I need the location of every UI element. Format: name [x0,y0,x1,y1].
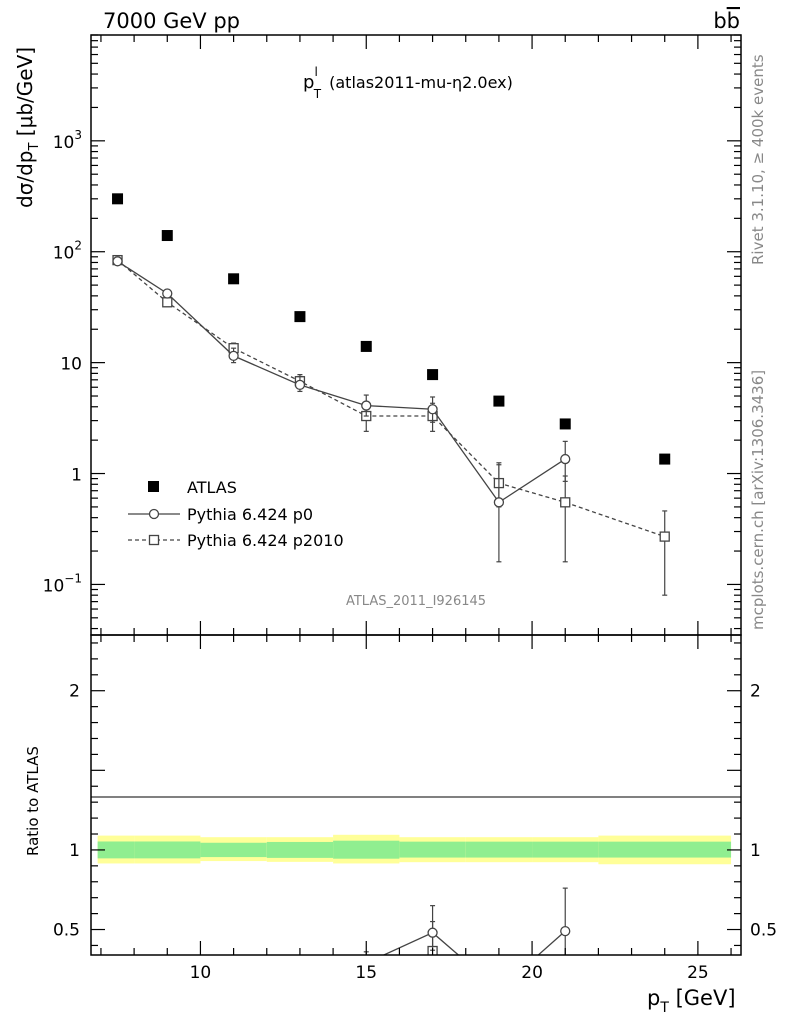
y-axis-label-ratio: Ratio to ATLAS [24,746,42,856]
x-axis-label: pT [GeV] [647,986,736,1016]
main-atlas-point-3 [294,311,306,323]
x-tick-label-15: 15 [355,963,377,983]
axis-tick-labels: 10 15 20 25 10−1 1 10 102 103 0.5 0.5 1 1 2 2 [43,128,777,983]
legend-marker-p0 [148,508,160,520]
y-tick-label-ratio-right-0.5: 0.5 [750,921,777,941]
ratio-panel-series [363,887,571,995]
band-inner-1 [134,841,201,859]
main-pythia-6-424-p0-point-4 [361,400,372,411]
main-atlas-point-4 [360,340,372,352]
main-panel-series [112,193,671,596]
main-atlas-point-2 [228,273,240,285]
main-pythia-6-424-p2010-point-7 [560,497,571,508]
main-atlas-point-6 [493,395,505,407]
y-tick-label-main-0: 10−1 [43,571,82,596]
main-atlas-point-1 [161,230,173,242]
main-pythia-6-424-p0-point-2 [228,350,239,362]
analysis-id-label: ATLAS_2011_I926145 [346,594,486,609]
ratio-pythia-6-424-p0-point-2 [494,986,503,995]
main-atlas-point-5 [427,369,439,381]
main-atlas-point-0 [112,193,124,205]
y-tick-label-main-1: 1 [71,466,82,486]
legend-label-p2010: Pythia 6.424 p2010 [187,531,344,550]
main-pythia-6-424-p0-point-7 [560,453,571,465]
band-inner-6 [465,841,533,858]
main-pythia-6-424-p0-point-1 [162,288,173,299]
band-inner-0 [97,841,135,859]
legend-label-p0: Pythia 6.424 p0 [187,505,313,524]
band-inner-4 [333,840,400,859]
main-atlas-point-7 [559,418,571,430]
x-tick-label-20: 20 [521,963,543,983]
process-label: bb [713,9,740,33]
legend-marker-atlas [148,481,159,492]
band-inner-7 [532,841,599,858]
main-pythia-6-424-p0-line [117,260,566,504]
legend-marker-p2010 [148,534,160,546]
y-tick-label-ratio-left-1: 1 [69,841,80,861]
y-tick-label-main-2: 10 [60,355,82,375]
plot-title: pl T(atlas2011-mu-η2.0ex) [303,65,513,101]
y-axis-label-main: dσ/dpT [μb/GeV] [13,47,42,208]
main-pythia-6-424-p0-point-6 [493,497,505,508]
band-inner-3 [266,841,334,858]
band-inner-5 [399,841,466,858]
band-inner-8 [598,841,732,858]
axis-ticks [91,34,741,955]
process-bar-label: b [727,9,740,33]
ratio-uncertainty-band [97,834,732,865]
y-tick-label-main-3: 102 [53,239,82,264]
beam-energy-label: 7000 GeV pp [103,9,240,33]
x-tick-label-10: 10 [190,963,212,983]
ratio-pythia-6-424-p0-point-1 [427,927,438,938]
main-pythia-6-424-p2010-point-8 [659,531,670,542]
x-tick-label-25: 25 [687,963,709,983]
main-atlas-point-8 [659,453,671,465]
legend-label-atlas: ATLAS [187,478,237,497]
legend: ATLAS Pythia 6.424 p0 Pythia 6.424 p2010 [128,478,344,550]
main-pythia-6-424-p0-point-3 [294,379,306,391]
main-pythia-6-424-p0-point-5 [427,404,438,415]
band-inner-2 [200,842,267,858]
y-tick-label-ratio-left-2: 2 [69,682,80,702]
y-tick-label-ratio-left-0.5: 0.5 [53,921,80,941]
main-pythia-6-424-p0-point-0 [112,256,123,267]
main-pythia-6-424-p2010-point-1 [162,297,173,308]
ratio-panel-frame [90,634,742,956]
ratio-pythia-6-424-p0-line [382,930,566,955]
mcplots-reference-label: mcplots.cern.ch [arXiv:1306.3436] [749,370,767,630]
ratio-pythia-6-424-p0-point-3 [560,925,571,937]
y-tick-label-ratio-right-2: 2 [750,682,761,702]
y-tick-label-ratio-right-1: 1 [750,841,761,861]
y-tick-label-main-4: 103 [53,128,82,153]
rivet-version-label: Rivet 3.1.10, ≥ 400k events [749,54,767,265]
